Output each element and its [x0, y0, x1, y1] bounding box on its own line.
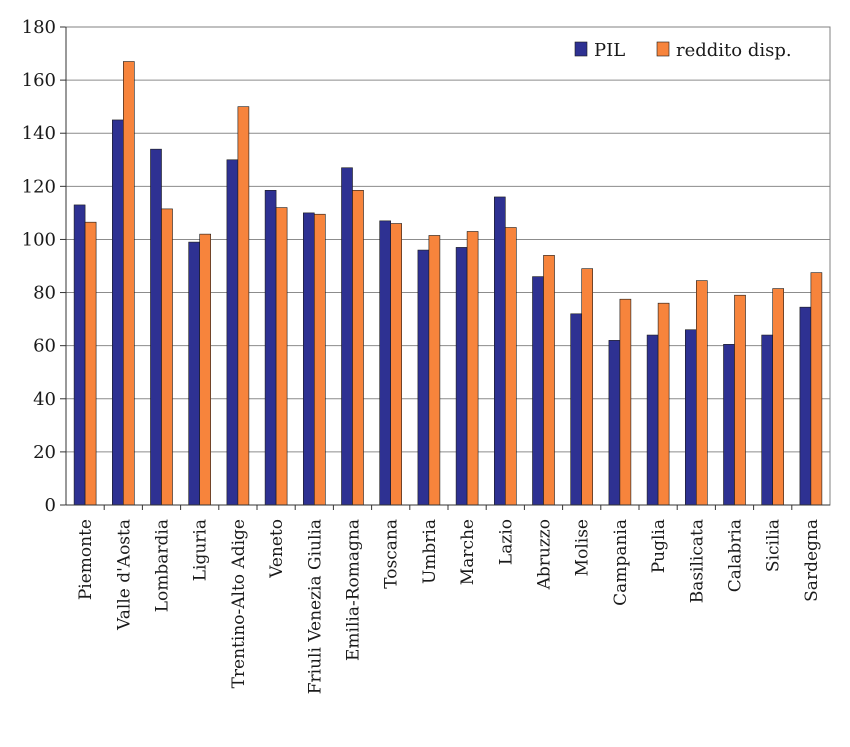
bar-pil [417, 249, 430, 506]
bar-reddito [772, 288, 785, 506]
bar-reddito [352, 190, 364, 506]
bar-reddito [123, 61, 135, 506]
bar-pil [532, 276, 544, 506]
bar-pil [379, 220, 392, 506]
y-tick-label: 180 [22, 17, 56, 38]
category-label: Puglia [649, 519, 669, 573]
bar-reddito [657, 302, 670, 506]
category-label: Veneto [267, 519, 287, 579]
legend-swatch [574, 41, 588, 57]
category-label: Sardegna [802, 519, 822, 602]
bar-reddito [390, 223, 403, 506]
y-tick-label: 160 [22, 70, 56, 91]
bar-pil [608, 340, 621, 506]
category-labels: Piemonte Valle d'Aosta Lombardia Liguria Tre… [76, 519, 822, 694]
bar-reddito [84, 221, 97, 506]
y-tick-label: 120 [22, 176, 56, 197]
category-label: Lombardia [153, 519, 173, 612]
category-label: Sicilia [764, 519, 784, 572]
axes [60, 26, 831, 510]
bar-reddito [810, 272, 823, 506]
bar-reddito [428, 235, 441, 506]
bar-pil [150, 148, 162, 506]
category-label: Emilia-Romagna [344, 519, 364, 661]
bar-reddito [619, 298, 632, 506]
category-label: Molise [573, 519, 593, 576]
bar-pil [264, 190, 277, 506]
bar-reddito [543, 255, 555, 506]
category-label: Friuli Venezia Giulia [305, 519, 325, 694]
bar-pil [761, 334, 774, 506]
bar-reddito [313, 213, 326, 506]
category-label: Basilicata [687, 519, 707, 603]
y-tick-label: 40 [33, 389, 56, 410]
y-tick-label: 60 [33, 336, 56, 357]
category-label: Piemonte [76, 519, 96, 600]
y-tick-labels: 0 20 40 60 80 100 120 140 160 180 [22, 17, 56, 516]
y-tick-label: 0 [45, 495, 56, 516]
legend-swatch [656, 41, 670, 57]
bar-pil [188, 241, 200, 506]
category-label: Campania [611, 519, 631, 606]
bar-pil [341, 167, 353, 506]
bar-pil [73, 204, 86, 506]
bar-reddito [504, 227, 517, 506]
category-label: Umbria [420, 519, 440, 584]
bar-reddito [237, 106, 250, 506]
category-label: Lazio [496, 519, 516, 565]
bars [73, 61, 823, 506]
bar-reddito [275, 207, 288, 506]
category-label: Toscana [382, 519, 402, 589]
category-label: Trentino-Alto Adige [229, 519, 249, 688]
plot-frame [65, 26, 831, 506]
category-label: Liguria [191, 519, 211, 581]
bar-pil [646, 334, 659, 506]
y-tick-label: 20 [33, 442, 56, 463]
gridlines [66, 26, 830, 453]
bar-reddito [466, 231, 479, 506]
bar-pil [302, 212, 315, 506]
legend-label: PIL [594, 40, 625, 61]
legend: PIL reddito disp. [574, 40, 792, 61]
bar-reddito [161, 208, 173, 506]
category-label: Abruzzo [535, 519, 555, 590]
bar-pil [226, 159, 239, 506]
bar-reddito [199, 233, 211, 506]
bar-pil [684, 329, 697, 506]
bar-pil [455, 247, 468, 506]
category-label: Marche [458, 519, 478, 585]
y-tick-label: 80 [33, 283, 56, 304]
bar-reddito [695, 280, 708, 506]
bar-pil [723, 344, 735, 506]
bar-pil [112, 119, 124, 506]
y-tick-label: 140 [22, 123, 56, 144]
legend-label: reddito disp. [676, 40, 792, 61]
y-tick-label: 100 [22, 229, 56, 250]
bar-reddito [581, 268, 594, 506]
bar-pil [493, 196, 506, 506]
category-label: Calabria [726, 519, 746, 592]
bar-pil [799, 306, 812, 506]
bar-pil [570, 313, 583, 506]
bar-reddito [734, 294, 746, 506]
category-label: Valle d'Aosta [114, 519, 134, 631]
